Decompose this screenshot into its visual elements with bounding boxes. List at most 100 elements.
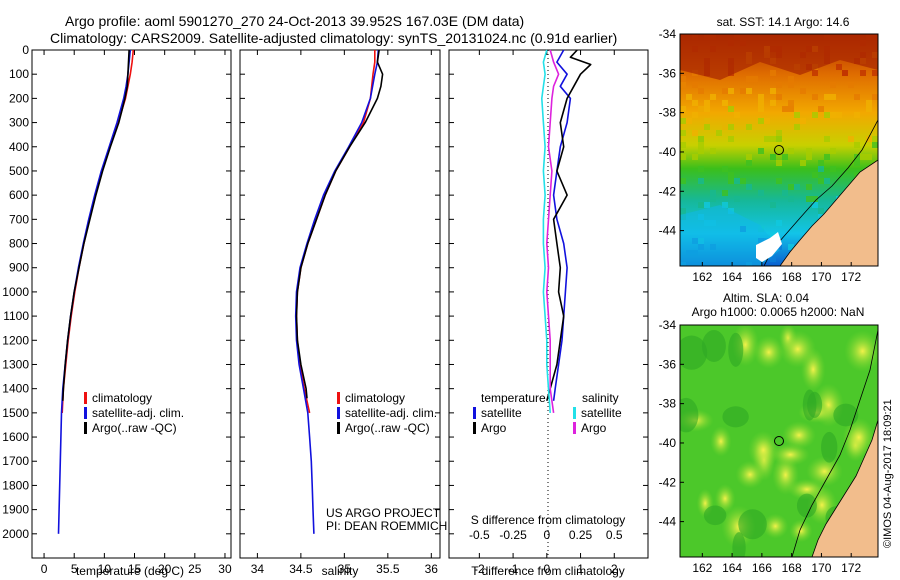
map-x-tick-label: 162 [692,561,712,575]
sst-pixel [776,130,782,136]
sst-pixel [800,88,806,94]
sst-pixel [698,142,704,148]
sst-pixel [680,130,686,136]
sst-pixel [746,160,752,166]
y-tick-label: 1000 [2,285,29,299]
sst-pixel [800,118,806,124]
map-y-tick-label: -38 [659,397,677,411]
sst-pixel [680,106,686,112]
sla-coastline-land [811,419,878,557]
sst-pixel [824,94,830,100]
temperature-panel: 0100200300400500600700800900100011001200… [2,43,232,578]
sst-pixel [818,106,824,112]
map-x-tick-label: 166 [752,561,772,575]
sst-pixel [812,112,818,118]
sla-blob [779,330,816,368]
sla-map-title: Altim. SLA: 0.04 [723,291,809,305]
temperature-series [57,49,135,534]
y-tick-label: 1600 [2,430,29,444]
sst-pixel [758,190,764,196]
y-tick-label: 2000 [2,527,29,541]
sst-pixel [728,106,734,112]
x-tick-label: 2 [611,562,618,576]
sst-pixel [806,184,812,190]
legend-climatology-label: climatology [345,391,405,405]
x-tick-label: 25 [188,562,202,576]
sst-pixel [770,154,776,160]
x2-tick-label: -0.25 [499,528,527,542]
legend-satellite-swatch [337,407,340,419]
sla-dark-blob [821,431,838,463]
sst-pixel [842,70,848,76]
sst-pixel [872,94,878,100]
sst-pixel [740,88,746,94]
legend-salinity-title: salinity [582,391,619,405]
legend-argo-label: Argo(..raw -QC) [345,421,430,435]
x-tick-label: 0 [543,562,550,576]
legend-s-argo-label: Argo [581,421,607,435]
map-x-tick-label: 172 [841,561,861,575]
sst-pixel [704,118,710,124]
sst-pixel [866,100,872,106]
y-tick-label: 1700 [2,454,29,468]
legend-s-satellite-label: satellite [581,406,622,420]
sst-pixel [770,202,776,208]
sla-blob [735,460,765,489]
sst-pixel [776,82,782,88]
sla-map-frame [679,324,879,558]
sla-blob [844,330,878,372]
sst-pixel [866,154,872,160]
sla-blob [753,335,784,369]
sst-pixel [764,136,770,142]
sst-pixel [710,196,716,202]
sst-pixel [716,130,722,136]
legend-climatology-swatch [84,392,87,404]
sst-pixel [722,124,728,130]
sst-pixel [692,130,698,136]
sst-pixel [704,124,710,130]
sst-pixel [728,172,734,178]
sst-pixel [854,142,860,148]
x-tick-label: -1 [508,562,519,576]
y-tick-label: 400 [9,140,29,154]
sst-pixel [728,88,734,94]
sst-pixel [770,256,776,262]
temperature-legend: climatology satellite-adj. clim. Argo(..… [84,391,184,435]
sst-map-title: sat. SST: 14.1 Argo: 14.6 [717,15,850,29]
difference-panel: -2 -1 0 1 2 -0.5 -0.25 0 0.25 0.5 S difference f… [448,49,649,578]
sst-pixel [746,88,752,94]
sla-dark-blob [738,509,767,540]
difference-x-axis: -2 -1 0 1 2 [474,50,618,576]
sla-map: Altim. SLA: 0.04 Argo h1000: 0.0065 h200… [659,291,879,575]
sst-pixel [698,136,704,142]
sst-pixel [770,88,776,94]
legend-t-argo-label: Argo [481,421,507,435]
x-tick-label: 0 [41,562,48,576]
sla-blob [782,421,816,450]
x2-tick-label: 0.5 [606,528,623,542]
series-line-temperature-argo [546,49,592,402]
legend-satellite-swatch [84,407,87,419]
sla-map-subtitle: Argo h1000: 0.0065 h2000: NaN [692,305,865,319]
sst-pixel [776,160,782,166]
sla-blob [714,484,736,514]
sst-pixel [746,154,752,160]
sst-pixel [824,178,830,184]
sst-pixel [680,76,686,82]
x-tick-label: 15 [128,562,142,576]
sst-pixel [818,160,824,166]
sst-pixel [722,88,728,94]
sst-pixel [854,94,860,100]
sst-pixel [746,184,752,190]
sst-pixel [788,148,794,154]
sst-map: sat. SST: 14.1 Argo: 14.6 162 164 166 168 17… [659,15,879,284]
sst-pixel [788,244,794,250]
sst-pixel [776,220,782,226]
sst-pixel [734,112,740,118]
sst-pixel [824,112,830,118]
sst-pixel [728,136,734,142]
imos-timestamp: ©IMOS 04-Aug-2017 18:09:21 [882,399,894,548]
sst-pixel [758,148,764,154]
sst-pixel [836,64,842,70]
